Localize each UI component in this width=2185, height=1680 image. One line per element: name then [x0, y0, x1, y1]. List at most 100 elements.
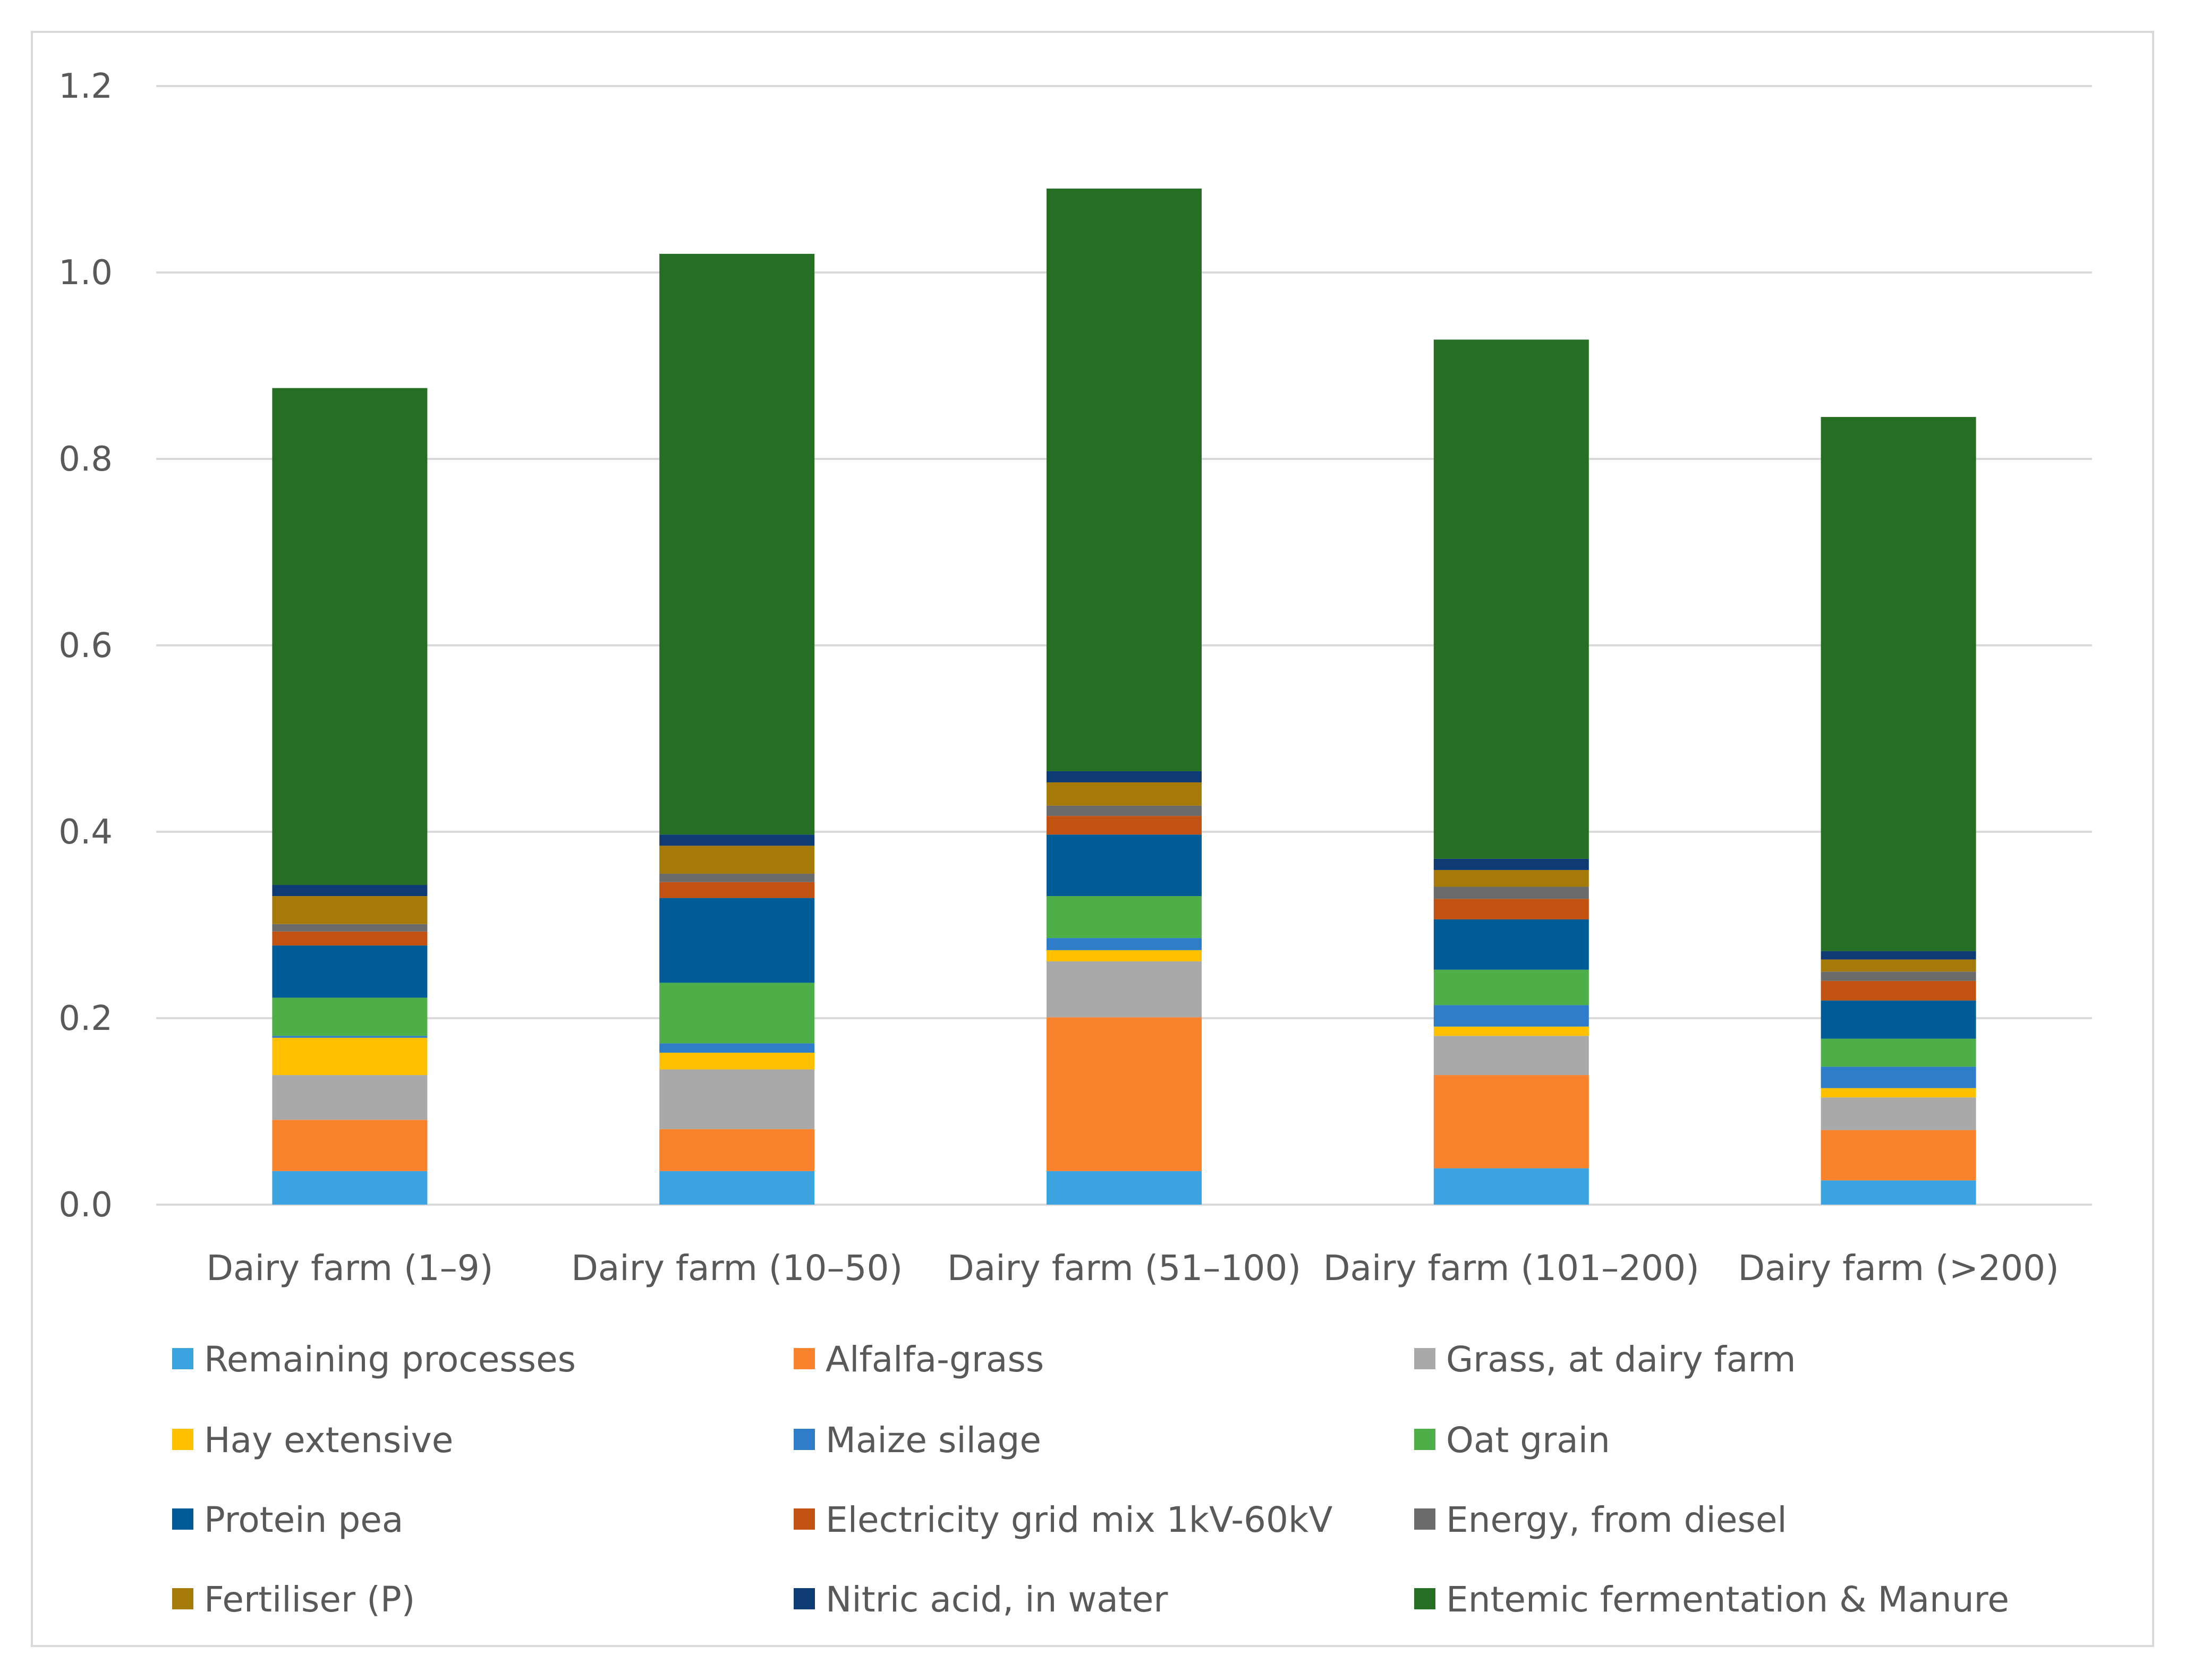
- y-tick-label: 0.2: [58, 999, 113, 1038]
- bar-segment: [1821, 1180, 1976, 1205]
- legend-item: Hay extensive: [172, 1420, 453, 1461]
- bar-segment: [1433, 858, 1589, 870]
- stacked-bar-chart: 0.00.20.40.60.81.01.2 Dairy farm (1–9) Da…: [58, 67, 2092, 1620]
- legend-swatch: [1414, 1508, 1435, 1530]
- bar-segment: [659, 834, 815, 846]
- bar-segment: [1047, 1017, 1202, 1171]
- bar-segment: [659, 253, 815, 835]
- bar-segment: [272, 931, 428, 946]
- bar-segment: [659, 898, 815, 983]
- y-tick-label: 0.6: [58, 626, 113, 666]
- legend-swatch: [1414, 1348, 1435, 1369]
- bar-segment: [659, 882, 815, 898]
- bar-segment: [1433, 1026, 1589, 1036]
- legend-item: Grass, at dairy farm: [1414, 1339, 1796, 1380]
- bar-segment: [1821, 417, 1976, 951]
- bar-segment: [659, 1069, 815, 1129]
- bar-segment: [1821, 980, 1976, 1001]
- legend-item: Fertiliser (P): [172, 1579, 415, 1620]
- bar-segment: [1433, 886, 1589, 899]
- bar-segment: [272, 1075, 428, 1120]
- legend-swatch: [172, 1348, 193, 1369]
- legend-swatch: [794, 1508, 815, 1530]
- y-tick-label: 1.0: [58, 253, 113, 293]
- bar-segment: [1433, 969, 1589, 1005]
- legend-label: Grass, at dairy farm: [1446, 1339, 1796, 1380]
- legend-item: Protein pea: [172, 1499, 403, 1540]
- bar-segment: [272, 896, 428, 924]
- legend-label: Entemic fermentation & Manure: [1446, 1579, 2009, 1620]
- legend-item: Remaining processes: [172, 1339, 576, 1380]
- x-category-label: Dairy farm (51–100): [947, 1248, 1301, 1289]
- bar-segment: [272, 945, 428, 998]
- bar-segment: [1047, 938, 1202, 950]
- bars: [272, 189, 1976, 1205]
- legend-label: Oat grain: [1446, 1420, 1610, 1461]
- bar-segment: [1821, 951, 1976, 960]
- bar-segment: [272, 1120, 428, 1171]
- legend-label: Remaining processes: [204, 1339, 576, 1380]
- bar-segment: [659, 1043, 815, 1053]
- bar-segment: [1821, 1088, 1976, 1098]
- bar-stack: [1047, 189, 1202, 1205]
- bar-segment: [1047, 896, 1202, 939]
- bar-segment: [1433, 919, 1589, 970]
- bar-segment: [272, 1037, 428, 1076]
- legend-item: Nitric acid, in water: [794, 1579, 1168, 1620]
- y-tick-label: 0.8: [58, 440, 113, 479]
- legend-label: Hay extensive: [204, 1420, 453, 1461]
- bar-segment: [1047, 805, 1202, 816]
- bar-segment: [1433, 1168, 1589, 1205]
- legend: Remaining processes Alfalfa-grass Grass, a…: [172, 1339, 2009, 1620]
- bar-stack: [1433, 339, 1589, 1205]
- bar-segment: [1433, 1075, 1589, 1169]
- legend-item: Oat grain: [1414, 1420, 1610, 1461]
- y-tick-label: 0.0: [58, 1186, 113, 1225]
- bar-segment: [1047, 782, 1202, 806]
- bar-segment: [659, 1171, 815, 1205]
- legend-item: Entemic fermentation & Manure: [1414, 1579, 2009, 1620]
- legend-label: Electricity grid mix 1kV-60kV: [826, 1499, 1332, 1540]
- legend-label: Energy, from diesel: [1446, 1499, 1787, 1540]
- bar-segment: [272, 885, 428, 897]
- legend-label: Nitric acid, in water: [826, 1579, 1168, 1620]
- legend-label: Maize silage: [826, 1420, 1041, 1461]
- bar-segment: [1433, 899, 1589, 919]
- x-axis-category-labels: Dairy farm (1–9) Dairy farm (10–50) Dairy …: [206, 1248, 2059, 1289]
- bar-segment: [1047, 1171, 1202, 1205]
- x-category-label: Dairy farm (>200): [1738, 1248, 2059, 1289]
- legend-swatch: [1414, 1588, 1435, 1609]
- legend-swatch: [1414, 1429, 1435, 1450]
- bar-segment: [1821, 1130, 1976, 1181]
- legend-item: Maize silage: [794, 1420, 1041, 1461]
- legend-swatch: [794, 1348, 815, 1369]
- bar-segment: [272, 997, 428, 1036]
- bar-segment: [1821, 1038, 1976, 1067]
- legend-item: Alfalfa-grass: [794, 1339, 1044, 1380]
- bar-segment: [659, 1129, 815, 1171]
- bar-segment: [272, 1171, 428, 1205]
- y-tick-label: 1.2: [58, 67, 113, 106]
- bar-stack: [272, 388, 428, 1205]
- bar-segment: [1433, 869, 1589, 887]
- legend-swatch: [794, 1429, 815, 1450]
- bar-segment: [1821, 971, 1976, 981]
- bar-segment: [272, 388, 428, 885]
- bar-stack: [1821, 417, 1976, 1205]
- bar-segment: [1433, 339, 1589, 859]
- bar-segment: [1047, 950, 1202, 961]
- bar-segment: [1821, 959, 1976, 972]
- bar-stack: [659, 253, 815, 1205]
- legend-label: Fertiliser (P): [204, 1579, 415, 1620]
- y-axis-tick-labels: 0.0 0.2 0.4 0.6 0.8 1.0 1.2: [58, 67, 113, 1225]
- bar-segment: [659, 983, 815, 1044]
- bar-segment: [1047, 834, 1202, 897]
- chart-frame: 0.0 0.2 0.4 0.6 0.8 1.0 1.2 Dairy farm (1–9) Da…: [31, 31, 2154, 1647]
- bar-segment: [659, 873, 815, 882]
- bar-segment: [659, 1052, 815, 1070]
- legend-swatch: [172, 1429, 193, 1450]
- bar-segment: [1047, 189, 1202, 771]
- bar-segment: [1821, 1067, 1976, 1088]
- x-category-label: Dairy farm (101–200): [1323, 1248, 1699, 1289]
- bar-segment: [272, 924, 428, 932]
